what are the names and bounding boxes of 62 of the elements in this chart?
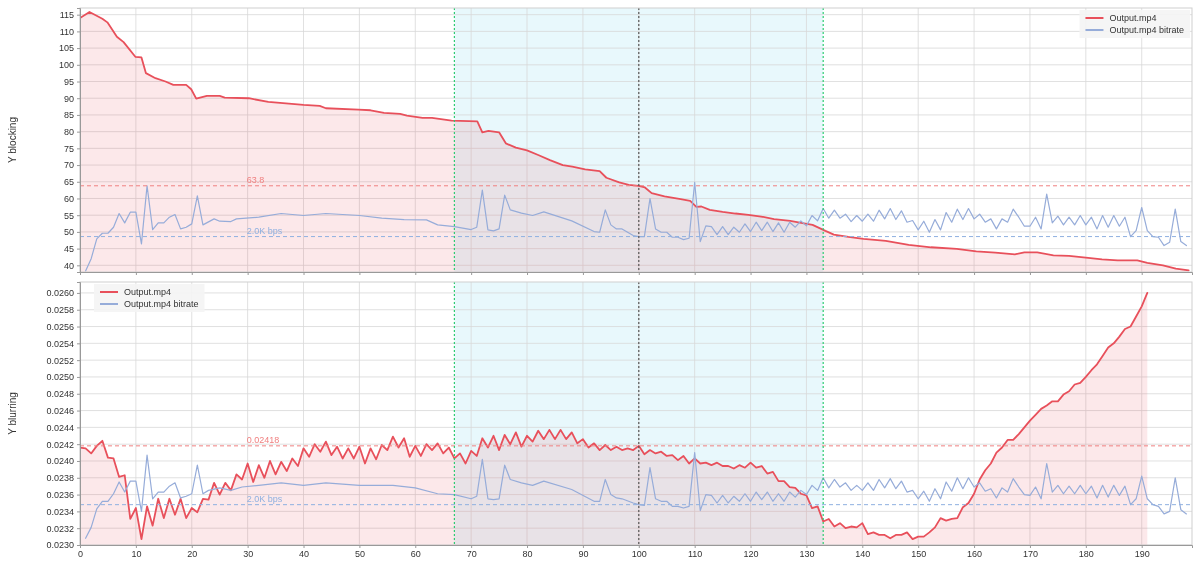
y-tick-label: 100 [58,60,74,71]
y-tick-label: 110 [59,26,74,37]
y-tick-label: 0.0242 [46,439,74,450]
y-tick-label: 65 [63,177,74,188]
y-tick-label: 45 [63,243,74,254]
y-tick-label: 55 [63,210,74,221]
y-tick-label: 85 [63,110,74,121]
x-tick-label: 140 [855,549,871,560]
legend-label: Output.mp4 bitrate [124,299,199,309]
y-tick-label: 70 [63,160,74,171]
x-tick-label: 100 [631,549,647,560]
x-tick-label: 150 [911,549,927,560]
x-tick-label: 70 [466,549,477,560]
x-tick-label: 90 [578,549,589,560]
x-tick-label: 160 [967,549,983,560]
y-tick-label: 0.0256 [46,321,74,332]
y-tick-label: 0.0260 [46,288,74,299]
y-tick-label: 105 [58,43,74,54]
y-tick-label: 95 [63,76,74,87]
x-tick-label: 60 [410,549,421,560]
x-tick-label: 190 [1134,549,1150,560]
x-tick-label: 110 [687,549,703,560]
y-tick-label: 50 [63,227,74,238]
y-tick-label: 0.0240 [46,456,74,467]
y-tick-label: 0.0246 [46,405,74,416]
x-tick-label: 120 [743,549,759,560]
y-axis-title: Y blurring [7,392,18,435]
y-tick-label: 40 [63,260,74,271]
x-tick-label: 40 [299,549,310,560]
x-tick-label: 0 [77,549,84,560]
y-tick-label: 0.0232 [46,523,74,534]
y-tick-label: 90 [63,93,74,104]
ref-line-label: 63.8 [246,174,265,185]
y-tick-label: 0.0248 [46,389,74,400]
y-tick-label: 60 [63,193,74,204]
x-tick-label: 20 [187,549,198,560]
y-tick-label: 0.0234 [46,506,74,517]
y-tick-label: 75 [63,143,74,154]
y-tick-label: 0.0254 [46,338,74,349]
y-axis-title: Y blocking [7,117,18,163]
x-tick-label: 50 [354,549,365,560]
x-tick-label: 180 [1078,549,1094,560]
legend-label: Output.mp4 [1109,13,1157,23]
legend-label: Output.mp4 [124,287,172,297]
ref-line-label: 2.0K bps [246,225,283,236]
y-tick-label: 0.0236 [46,489,74,500]
y-tick-label: 0.0252 [46,355,74,366]
y-tick-label: 0.0244 [46,422,74,433]
ref-line-label: 0.02418 [246,434,280,445]
y-tick-label: 115 [59,10,74,21]
x-tick-label: 10 [131,549,142,560]
x-tick-label: 80 [522,549,533,560]
y-tick-label: 0.0250 [46,372,74,383]
legend-label: Output.mp4 bitrate [1109,25,1184,35]
x-tick-label: 170 [1022,549,1038,560]
y-tick-label: 80 [63,127,74,138]
y-tick-label: 0.0258 [46,305,74,316]
x-tick-label: 130 [799,549,815,560]
y-tick-label: 0.0238 [46,473,74,484]
x-tick-label: 30 [243,549,254,560]
y-tick-label: 0.0230 [46,540,74,551]
ref-line-label: 2.0K bps [246,493,283,504]
